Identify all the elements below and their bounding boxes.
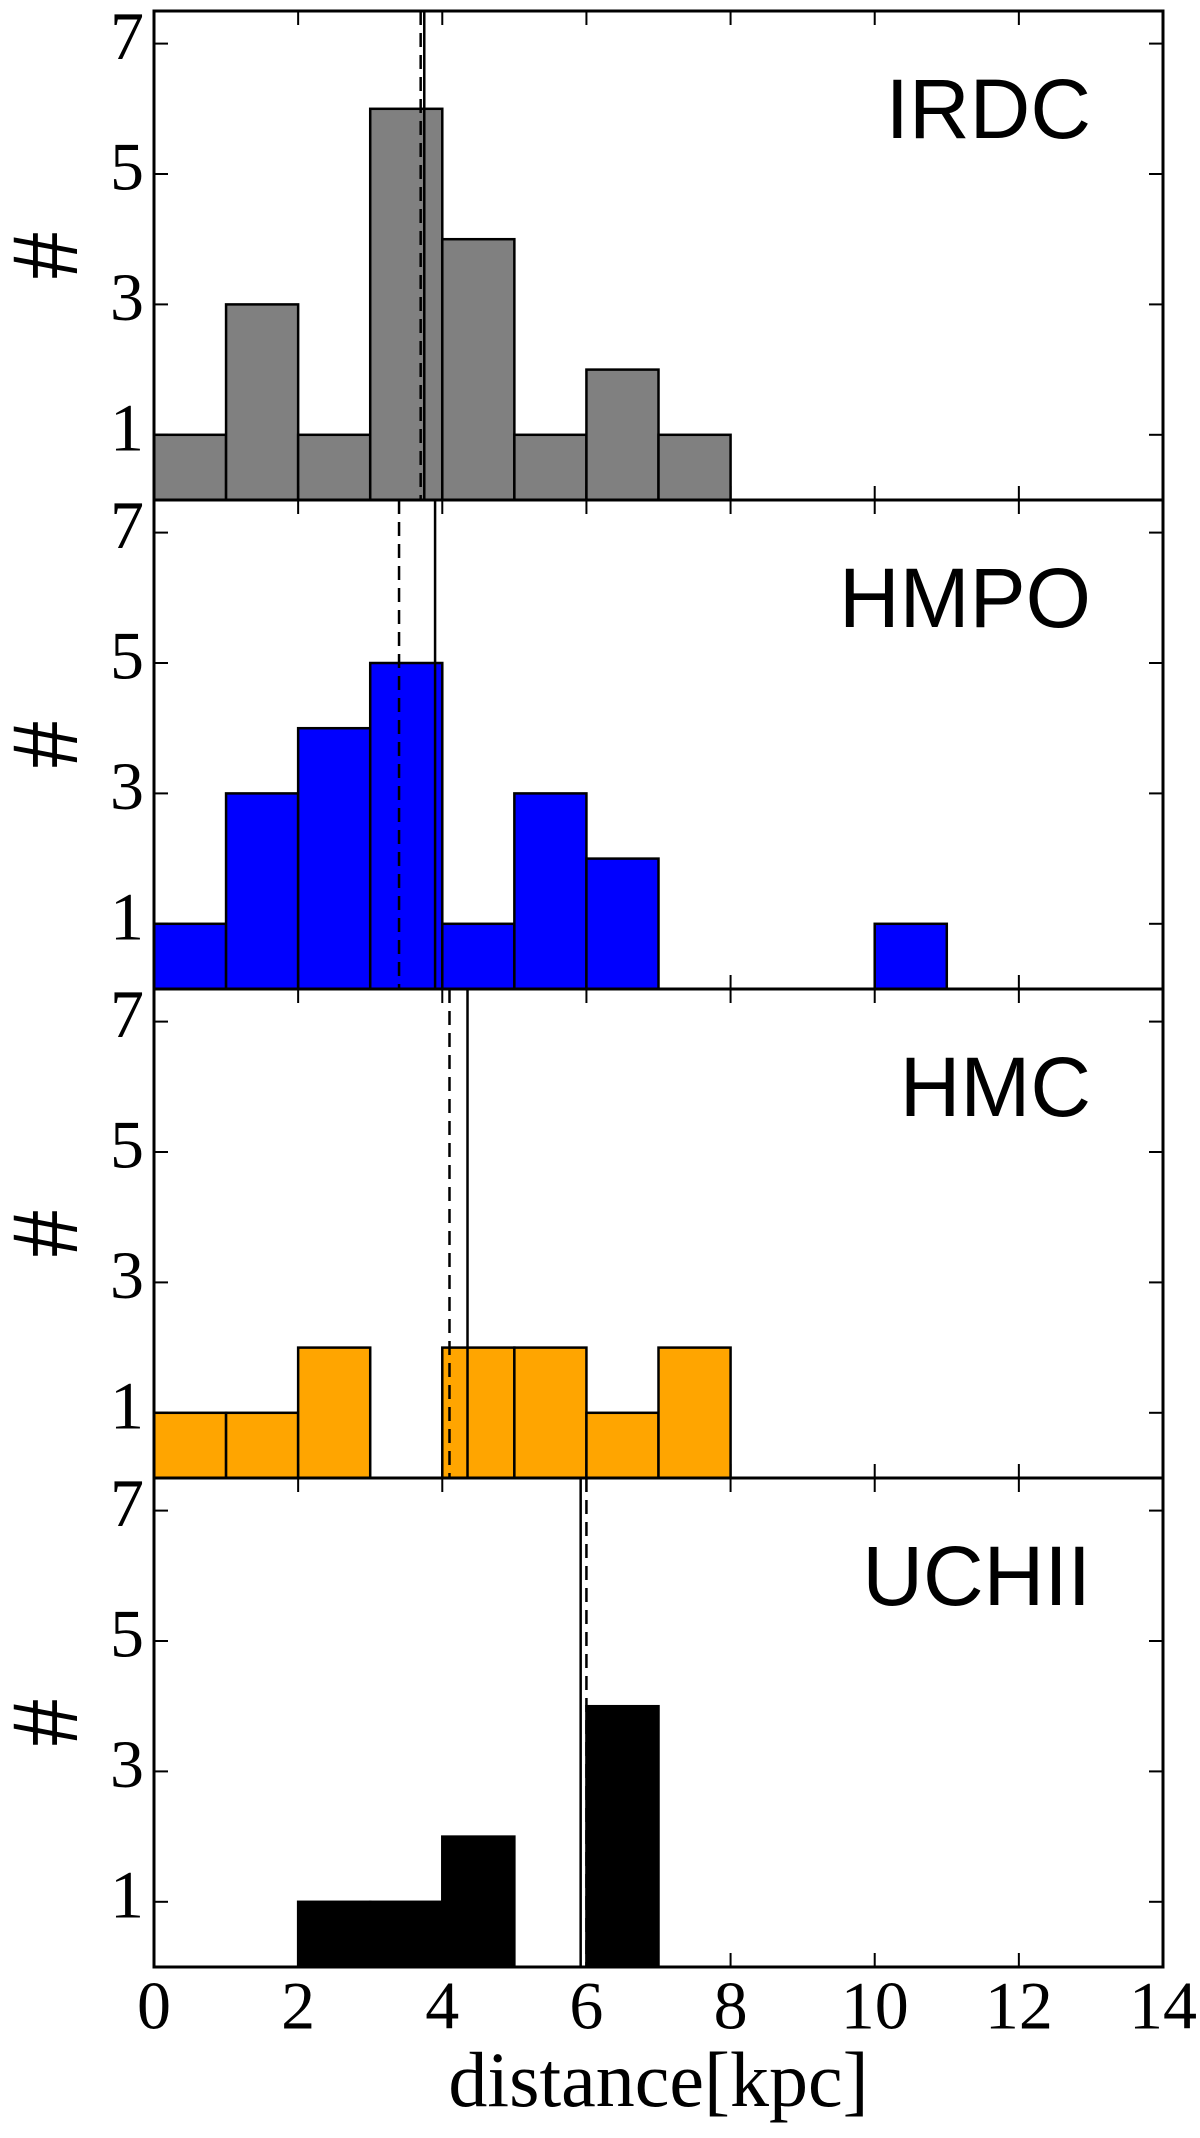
bar <box>873 922 949 991</box>
panel-label: IRDC <box>886 62 1091 156</box>
x-tick-label: 8 <box>714 1968 748 2044</box>
bar <box>224 792 300 991</box>
y-axis-label: # <box>0 1210 98 1258</box>
y-axis-label: # <box>0 1699 98 1747</box>
x-tick-label: 4 <box>425 1968 459 2044</box>
bar <box>657 1346 732 1480</box>
bar <box>585 857 660 991</box>
bar <box>296 433 372 502</box>
x-tick-label: 10 <box>841 1968 909 2044</box>
bar <box>296 1900 372 1969</box>
panel-label: HMPO <box>839 551 1091 645</box>
bar <box>368 107 444 502</box>
y-tick-label: 3 <box>110 748 144 824</box>
bar <box>585 1411 660 1480</box>
bar <box>368 1900 444 1969</box>
y-tick-label: 7 <box>110 0 144 74</box>
x-tick-label: 14 <box>1129 1968 1197 2044</box>
bar <box>152 433 228 502</box>
y-tick-label: 3 <box>110 1237 144 1313</box>
x-tick-label: 12 <box>985 1968 1053 2044</box>
y-tick-label: 5 <box>110 1596 144 1672</box>
bar <box>513 792 588 991</box>
y-tick-label: 3 <box>110 1726 144 1802</box>
panel-label: UCHII <box>862 1529 1091 1623</box>
y-tick-label: 1 <box>110 1367 144 1443</box>
bar <box>441 1835 516 1969</box>
x-tick-label: 6 <box>569 1968 603 2044</box>
bar <box>152 922 228 991</box>
x-tick-label: 2 <box>281 1968 315 2044</box>
y-tick-label: 1 <box>110 389 144 465</box>
y-tick-label: 5 <box>110 129 144 205</box>
x-tick-label: 0 <box>137 1968 171 2044</box>
bar <box>441 237 516 502</box>
y-tick-label: 1 <box>110 878 144 954</box>
y-tick-label: 7 <box>110 1465 144 1541</box>
bar <box>513 433 588 502</box>
bar <box>441 922 516 991</box>
y-tick-label: 7 <box>110 976 144 1052</box>
x-axis-label: distance[kpc] <box>448 2036 868 2123</box>
plot-frame <box>152 1476 1165 1969</box>
bar <box>368 661 444 991</box>
panel-label: HMC <box>900 1040 1091 1134</box>
bar <box>296 1346 372 1480</box>
bar <box>585 368 660 502</box>
y-tick-label: 3 <box>110 259 144 335</box>
bar <box>657 433 732 502</box>
bar <box>513 1346 588 1480</box>
bar <box>224 303 300 502</box>
y-tick-label: 5 <box>110 618 144 694</box>
y-tick-label: 1 <box>110 1856 144 1932</box>
y-tick-label: 5 <box>110 1107 144 1183</box>
bar <box>224 1411 300 1480</box>
bar <box>152 1411 228 1480</box>
bar <box>441 1346 516 1480</box>
y-tick-label: 7 <box>110 487 144 563</box>
bar <box>296 726 372 991</box>
bar <box>585 1704 660 1969</box>
y-axis-label: # <box>0 721 98 769</box>
y-axis-label: # <box>0 232 98 280</box>
